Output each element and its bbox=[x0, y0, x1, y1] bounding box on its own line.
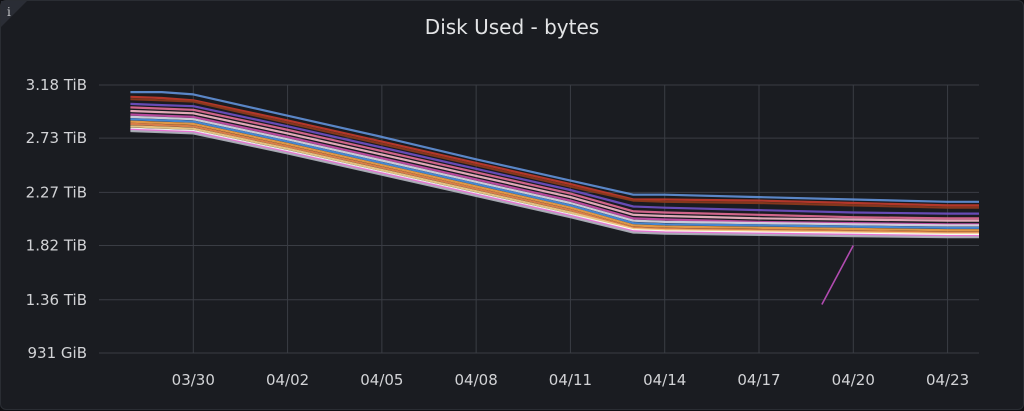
series-line-11[interactable] bbox=[130, 122, 979, 234]
x-tick-label: 04/17 bbox=[737, 371, 780, 389]
spike-line[interactable] bbox=[821, 245, 854, 305]
y-tick-label: 931 GiB bbox=[28, 344, 87, 362]
info-icon[interactable]: i bbox=[7, 5, 11, 19]
series-line-5[interactable] bbox=[130, 106, 979, 220]
y-tick-label: 3.18 TiB bbox=[26, 76, 87, 94]
series-line-14[interactable] bbox=[130, 128, 979, 238]
series-line-7[interactable] bbox=[130, 113, 979, 226]
series-line-15[interactable] bbox=[130, 129, 979, 239]
y-tick-label: 2.27 TiB bbox=[26, 183, 87, 201]
y-tick-label: 1.36 TiB bbox=[26, 291, 87, 309]
y-tick-label: 1.82 TiB bbox=[26, 236, 87, 254]
series-line-2[interactable] bbox=[130, 95, 979, 207]
series-line-8[interactable] bbox=[130, 115, 979, 227]
series-line-10[interactable] bbox=[130, 120, 979, 232]
x-tick-label: 04/14 bbox=[643, 371, 686, 389]
x-tick-label: 04/02 bbox=[266, 371, 309, 389]
series-line-13[interactable] bbox=[130, 127, 979, 236]
series-line-1[interactable] bbox=[130, 90, 979, 203]
series-line-6[interactable] bbox=[130, 109, 979, 222]
x-tick-label: 04/23 bbox=[926, 371, 969, 389]
series-line-3[interactable] bbox=[130, 98, 979, 209]
x-tick-label: 04/20 bbox=[832, 371, 875, 389]
y-tick-label: 2.73 TiB bbox=[26, 129, 87, 147]
x-tick-label: 04/08 bbox=[455, 371, 498, 389]
x-tick-label: 03/30 bbox=[172, 371, 215, 389]
panel-title: Disk Used - bytes bbox=[424, 15, 600, 39]
series-line-9[interactable] bbox=[130, 118, 979, 229]
x-tick-label: 04/05 bbox=[360, 371, 403, 389]
series-group bbox=[130, 90, 979, 305]
x-tick-label: 04/11 bbox=[549, 371, 592, 389]
series-line-4[interactable] bbox=[130, 102, 979, 215]
series-line-12[interactable] bbox=[130, 125, 979, 235]
info-corner[interactable] bbox=[1, 1, 27, 27]
